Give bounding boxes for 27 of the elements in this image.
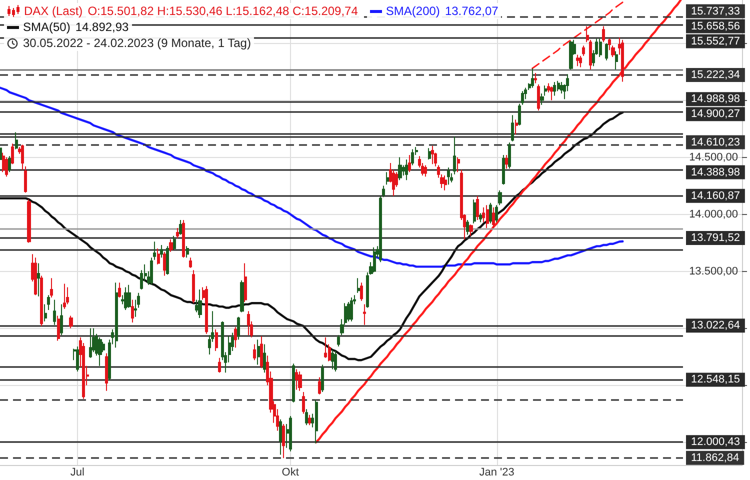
x-tick-label: Jan '23	[479, 466, 514, 478]
ref-line-label: 11.862,84	[691, 452, 740, 464]
legend-label: SMA(50)	[23, 19, 70, 35]
ref-line-label: 14.988,98	[691, 93, 740, 106]
annotation: 13.762,07	[444, 3, 498, 19]
ref-line-label: 15.222,34	[691, 68, 740, 81]
ref-line-label: 14.610,23	[691, 136, 740, 148]
annotation: O:15.501,82 H:15.530,46 L:15.162,48 C:15.209,74	[88, 3, 358, 19]
ref-line-label: 15.737,33	[691, 5, 740, 18]
ref-line-label: 13.022,64	[691, 320, 740, 332]
x-tick-label: Okt	[282, 466, 299, 478]
ref-line-label: 12.000,43	[691, 436, 740, 448]
y-tick-label: 14.500,00	[689, 151, 738, 164]
ref-line-label: 15.552,77	[691, 35, 740, 48]
legend-label: SMA(200)	[386, 3, 440, 19]
ref-line-label: 13.791,52	[691, 232, 740, 244]
y-tick-label: 14.000,00	[689, 208, 738, 220]
annotation: 30.05.2022 - 24.02.2023 (9 Monate, 1 Tag)	[23, 35, 251, 51]
ref-line-label: 14.160,87	[691, 190, 740, 202]
annotation: 14.892,93	[75, 19, 129, 35]
ref-line-label: 15.658,56	[691, 20, 740, 32]
ref-line-label: 14.900,27	[691, 108, 740, 120]
ref-line-label: 12.548,15	[691, 374, 740, 386]
y-tick-label: 13.500,00	[689, 265, 738, 278]
ref-line-label: 14.388,98	[691, 166, 740, 178]
x-tick-label: Jul	[70, 466, 84, 478]
legend-label: DAX (Last)	[24, 3, 83, 19]
